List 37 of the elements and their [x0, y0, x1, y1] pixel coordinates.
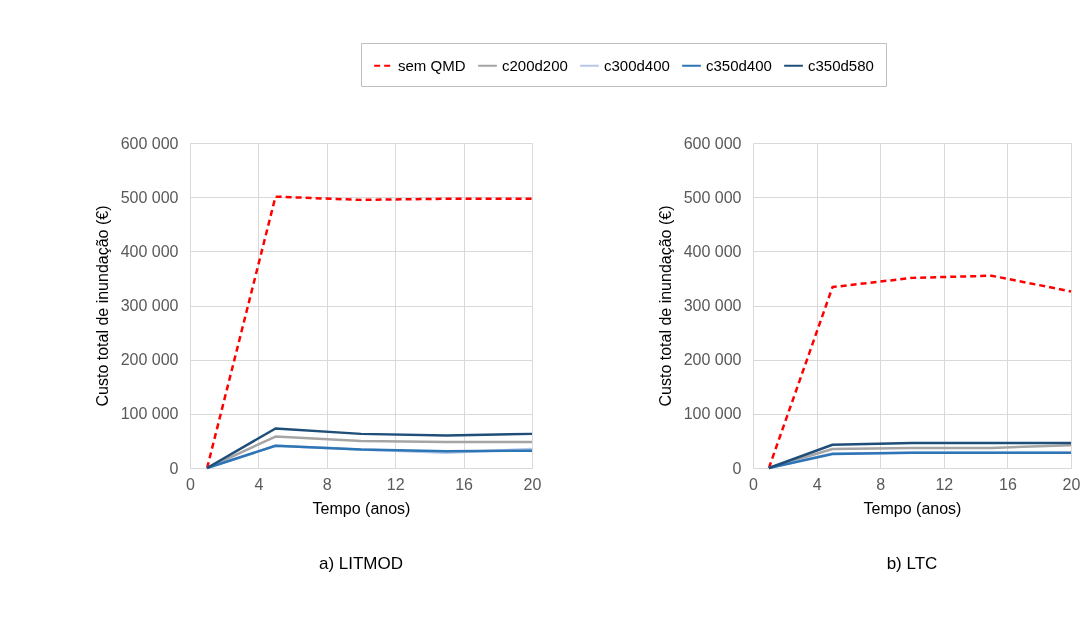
y-tick-label: 400 000 [120, 242, 179, 260]
y-tick-label: 200 000 [120, 351, 179, 369]
x-tick-label: 12 [386, 475, 405, 493]
x-tick-label: 0 [749, 475, 759, 493]
y-tick-label: 500 000 [120, 188, 179, 206]
x-tick-label: 4 [254, 475, 264, 493]
y-tick-label: 100 000 [120, 405, 179, 423]
y-tick-label: 600 000 [120, 134, 179, 152]
y-tick-label: 500 000 [683, 188, 742, 206]
y-tick-label: 0 [169, 459, 179, 477]
x-tick-label: 16 [999, 475, 1017, 493]
legend-label: c350d580 [808, 56, 874, 74]
legend-label: c200d200 [502, 56, 568, 74]
y-tick-label: 400 000 [683, 242, 742, 260]
y-tick-label: 600 000 [683, 134, 742, 152]
y-tick-label: 200 000 [683, 351, 742, 369]
x-axis-title: Tempo (anos) [863, 499, 962, 517]
text: b) LTC [886, 554, 938, 573]
y-tick-label: 0 [732, 459, 742, 477]
y-axis-title: Custo total de inundação (€) [93, 205, 111, 407]
x-tick-label: 0 [186, 475, 196, 493]
x-tick-label: 16 [455, 475, 474, 493]
legend-label: c300d400 [604, 56, 670, 74]
y-tick-label: 300 000 [120, 297, 179, 314]
legend-label: sem QMD [398, 56, 466, 74]
x-tick-label: 8 [322, 475, 332, 493]
x-tick-label: 12 [935, 475, 954, 493]
y-tick-label: 100 000 [683, 405, 742, 423]
legend-label: c350d400 [706, 56, 772, 74]
text: a) LITMOD [318, 554, 404, 573]
x-tick-label: 8 [876, 475, 886, 493]
y-axis-title: Custo total de inundação (€) [656, 205, 674, 407]
x-axis-title: Tempo (anos) [312, 499, 411, 517]
x-tick-label: 20 [1062, 475, 1081, 493]
x-tick-label: 20 [523, 475, 542, 493]
y-tick-label: 300 000 [683, 297, 742, 314]
x-tick-label: 4 [812, 475, 822, 493]
